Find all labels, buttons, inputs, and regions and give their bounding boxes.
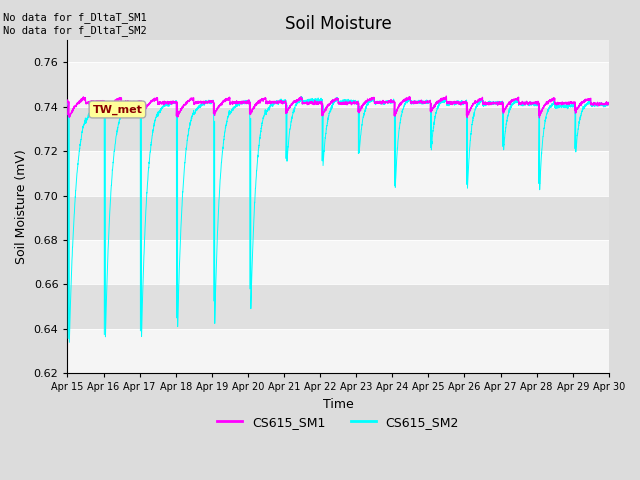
CS615_SM2 (490, 101, 498, 107)
CS615_SM1 (161, 99, 168, 105)
Bar (67, 329, 609, 373)
Title: Soil Moisture: Soil Moisture (285, 15, 392, 33)
Bar (67, 240, 609, 285)
CS615_SM1 (536, 115, 543, 120)
CS615_SM2 (161, 104, 169, 109)
CS615_SM2 (63, 102, 71, 108)
Line: CS615_SM1: CS615_SM1 (67, 96, 609, 118)
CS615_SM2 (430, 125, 438, 131)
Bar (67, 196, 609, 240)
X-axis label: Time: Time (323, 398, 353, 411)
Bar (67, 285, 609, 329)
CS615_SM2 (605, 101, 612, 107)
Text: No data for f_DltaT_SM1: No data for f_DltaT_SM1 (3, 12, 147, 23)
CS615_SM1 (318, 100, 326, 106)
CS615_SM2 (605, 101, 612, 107)
Line: CS615_SM2: CS615_SM2 (67, 96, 609, 342)
Bar (67, 151, 609, 196)
CS615_SM1 (605, 102, 612, 108)
CS615_SM1 (490, 99, 498, 105)
CS615_SM1 (429, 105, 437, 110)
CS615_SM2 (65, 339, 73, 345)
CS615_SM1 (442, 93, 450, 99)
CS615_SM1 (63, 98, 71, 104)
CS615_SM2 (460, 99, 467, 105)
CS615_SM2 (318, 96, 326, 102)
CS615_SM1 (460, 100, 467, 106)
Text: No data for f_DltaT_SM2: No data for f_DltaT_SM2 (3, 25, 147, 36)
CS615_SM1 (605, 101, 612, 107)
CS615_SM2 (298, 94, 305, 99)
Legend: CS615_SM1, CS615_SM2: CS615_SM1, CS615_SM2 (212, 411, 464, 434)
Bar (67, 107, 609, 151)
Text: TW_met: TW_met (92, 104, 142, 115)
Y-axis label: Soil Moisture (mV): Soil Moisture (mV) (15, 149, 28, 264)
Bar (67, 62, 609, 107)
